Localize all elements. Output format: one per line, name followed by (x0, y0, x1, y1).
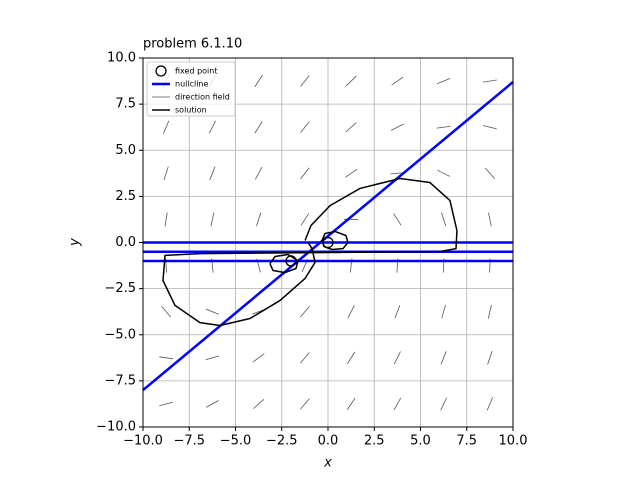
direction-segment (163, 120, 170, 134)
direction-segment (345, 169, 358, 178)
direction-segment (482, 79, 497, 83)
direction-segment (482, 125, 497, 130)
legend-label: solution (175, 106, 207, 115)
direction-segment (437, 169, 451, 177)
nullcline (143, 81, 513, 392)
direction-segment (253, 399, 265, 409)
legend-marker (155, 65, 167, 77)
direction-segment (300, 167, 310, 180)
direction-segment (300, 306, 310, 318)
direction-segment (254, 166, 263, 180)
x-tick-label: 0.0 (318, 434, 339, 449)
x-tick-label: 7.5 (456, 434, 477, 449)
y-tick-label: −10.0 (96, 420, 136, 435)
direction-segment (346, 397, 356, 410)
plot-area (143, 74, 513, 411)
direction-segment (437, 77, 451, 85)
direction-segment (252, 353, 265, 363)
direction-segment (210, 212, 215, 227)
direction-segment (393, 213, 402, 226)
direction-segment (300, 75, 310, 87)
direction-segment (205, 308, 220, 315)
direction-segment (300, 352, 310, 364)
y-axis-label: y (68, 238, 83, 247)
direction-segment (486, 397, 493, 411)
x-tick-label: −10.0 (123, 434, 163, 449)
solution-curve (269, 253, 299, 274)
y-tick-label: 5.0 (115, 143, 136, 158)
direction-segment (209, 166, 216, 180)
direction-segment (436, 125, 451, 129)
fixed-point (322, 236, 334, 249)
direction-segment (488, 212, 492, 227)
x-tick-label: −5.0 (220, 434, 252, 449)
direction-segment (205, 355, 220, 361)
direction-segment (394, 304, 401, 319)
direction-segment (164, 212, 168, 227)
x-axis-label: x (323, 456, 332, 471)
legend-label: fixed point (175, 67, 217, 76)
direction-segment (300, 398, 310, 410)
legend-box (146, 61, 236, 117)
direction-segment (441, 304, 446, 319)
direction-segment (163, 166, 169, 181)
y-tick-label: −7.5 (104, 373, 136, 388)
x-tick-label: −2.5 (266, 434, 298, 449)
direction-segment (441, 212, 447, 227)
direction-segment (440, 351, 447, 365)
direction-segment (159, 401, 173, 407)
y-tick-label: −2.5 (104, 281, 136, 296)
direction-segment (159, 356, 174, 360)
direction-segment (487, 351, 493, 365)
direction-segment (300, 213, 310, 226)
direction-segment (254, 121, 263, 134)
x-tick-label: −7.5 (173, 434, 205, 449)
fixed-point (285, 255, 297, 267)
direction-segment (390, 123, 404, 131)
solution-curve (162, 177, 458, 327)
chart-title: problem 6.1.10 (143, 37, 242, 52)
y-tick-label: 10.0 (107, 51, 136, 66)
direction-segment (487, 304, 492, 319)
x-tick-label: 10.0 (499, 434, 528, 449)
y-tick-label: 0.0 (115, 235, 136, 250)
y-tick-label: 7.5 (115, 97, 136, 112)
direction-segment (208, 120, 216, 134)
x-tick-label: 5.0 (410, 434, 431, 449)
direction-segment (440, 397, 448, 411)
direction-segment (254, 75, 263, 88)
direction-segment (347, 351, 356, 364)
legend-label: direction field (175, 93, 230, 102)
direction-segment (300, 121, 310, 133)
direction-segment (256, 212, 262, 227)
direction-segment (345, 122, 357, 133)
direction-segment (484, 167, 495, 179)
direction-segment (345, 75, 357, 87)
legend-label: nullcline (175, 80, 209, 89)
direction-segment (206, 400, 219, 408)
x-tick-label: 2.5 (364, 434, 385, 449)
direction-segment (393, 397, 402, 411)
direction-segment (393, 351, 401, 365)
y-tick-label: −5.0 (104, 327, 136, 342)
direction-segment (347, 305, 355, 319)
y-tick-label: 2.5 (115, 189, 136, 204)
direction-segment (161, 306, 171, 318)
direction-segment (391, 76, 404, 86)
